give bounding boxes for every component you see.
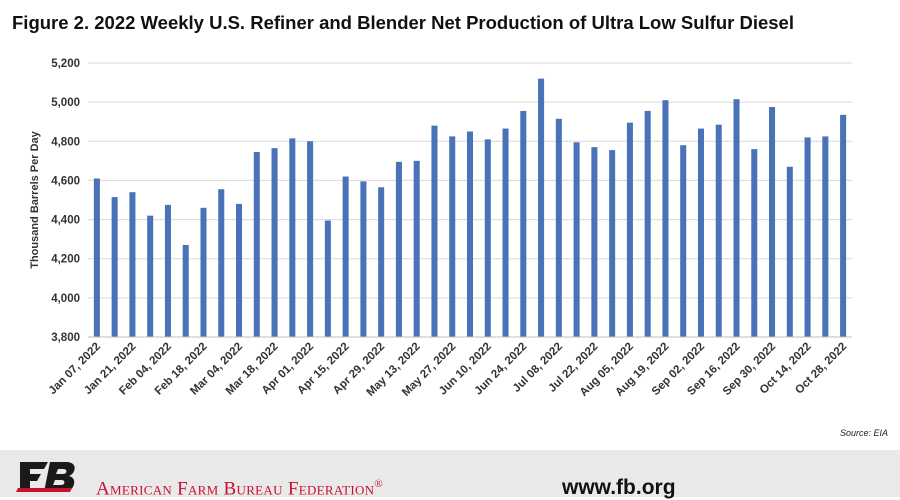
bar [733, 99, 740, 337]
bar [253, 152, 260, 337]
bar [484, 139, 491, 337]
bar [840, 114, 847, 337]
bar [769, 107, 776, 338]
bar [466, 131, 474, 337]
bar [573, 142, 580, 337]
bar [609, 150, 616, 337]
bar [395, 161, 402, 337]
registered-mark: ® [374, 478, 384, 490]
bar [342, 176, 349, 337]
bar [697, 128, 704, 337]
bar [307, 141, 314, 337]
bar [164, 204, 171, 337]
y-tick-label: 5,200 [51, 58, 80, 70]
bar [413, 160, 420, 337]
bar [538, 78, 545, 338]
organization-name: American Farm Bureau Federation® [96, 478, 383, 500]
bar [804, 137, 811, 337]
bar [111, 197, 118, 337]
bar [715, 124, 722, 338]
chart-title: Figure 2. 2022 Weekly U.S. Refiner and B… [12, 12, 794, 33]
y-tick-label: 4,000 [51, 293, 80, 305]
y-tick-label: 5,000 [51, 97, 80, 109]
bar [520, 110, 527, 337]
bar [182, 245, 189, 337]
y-axis-ticks: 3,800 4,000 4,200 4,400 4,600 4,800 5,000 5,200 [51, 58, 80, 344]
bar [271, 148, 278, 337]
bar [822, 136, 829, 337]
bar [449, 136, 456, 337]
bar [360, 181, 367, 337]
bar [378, 187, 385, 337]
bar [147, 215, 154, 337]
bar [236, 203, 243, 337]
bar [662, 100, 669, 337]
bar [626, 122, 633, 337]
bar [751, 149, 758, 337]
fb-logo-icon [16, 462, 75, 492]
bar [218, 189, 225, 337]
bar [289, 138, 296, 337]
y-tick-label: 4,400 [51, 215, 80, 227]
website-link[interactable]: www.fb.org [562, 476, 676, 499]
y-tick-label: 3,800 [51, 332, 80, 344]
y-tick-label: 4,200 [51, 254, 80, 266]
bar-chart: 3,800 4,000 4,200 4,400 4,600 4,800 5,000 5,200… [29, 58, 852, 399]
y-axis-title: Thousand Barrels Per Day [29, 130, 41, 268]
source-note: Source: EIA [839, 428, 888, 438]
bar [324, 220, 331, 337]
bar [129, 192, 136, 337]
bar [591, 147, 598, 337]
bar [644, 110, 651, 337]
bar [502, 128, 509, 337]
y-tick-label: 4,800 [51, 136, 80, 148]
bar [431, 125, 438, 337]
bar [680, 145, 687, 337]
bar [93, 178, 100, 337]
bar [200, 207, 207, 337]
y-tick-label: 4,600 [51, 175, 80, 187]
organization-name-text: American Farm Bureau Federation [96, 478, 375, 500]
bar [555, 118, 562, 338]
bar [786, 166, 793, 337]
footer-banner: American Farm Bureau Federation® www.fb.… [0, 450, 900, 500]
bars [93, 78, 847, 338]
